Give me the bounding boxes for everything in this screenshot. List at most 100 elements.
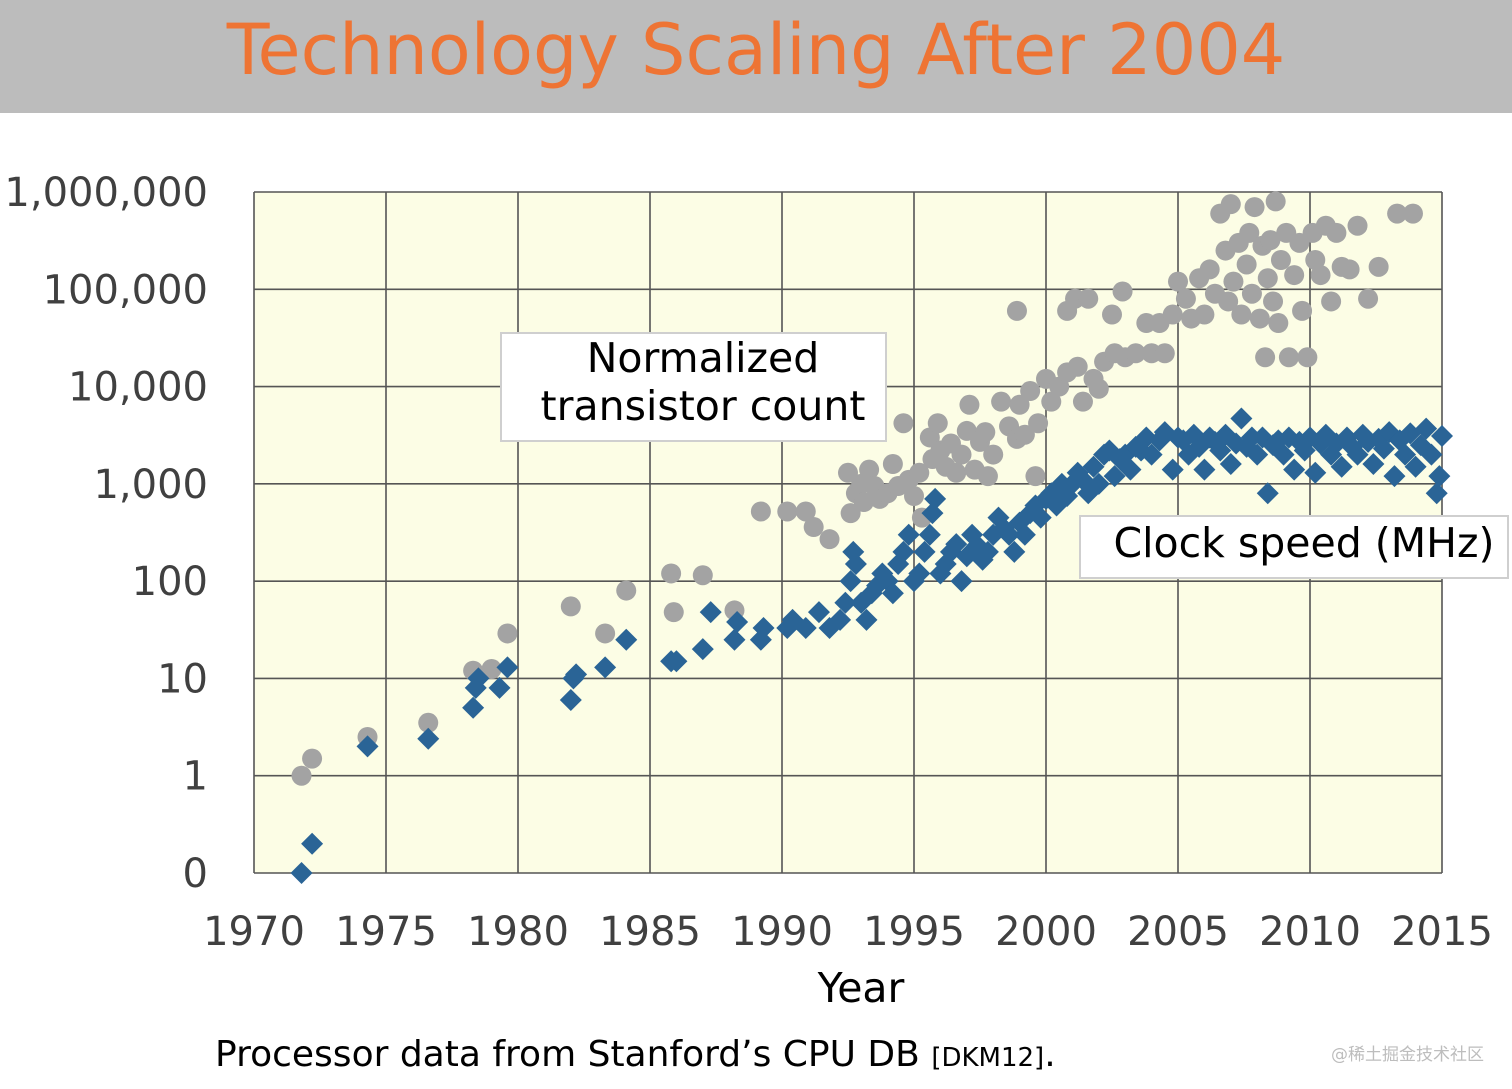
transistor-point — [1321, 291, 1342, 312]
clock-point — [1272, 443, 1295, 466]
clock-point — [1362, 452, 1385, 475]
transistor-point — [1102, 304, 1122, 325]
clock-point — [794, 616, 817, 639]
transistor-point — [663, 602, 684, 623]
transistor-point — [893, 413, 914, 434]
clock-point — [924, 487, 947, 510]
transistor-point — [946, 462, 967, 483]
transistor-point — [1402, 203, 1423, 224]
clock-legend-line1: Clock speed (MHz) — [1113, 519, 1494, 567]
clock-point — [976, 540, 999, 563]
transistor-point — [853, 492, 874, 513]
transistor-point — [418, 712, 439, 733]
clock-point — [726, 611, 749, 634]
clock-point — [881, 582, 904, 605]
clock-point — [921, 502, 944, 525]
transistor-point — [975, 422, 996, 443]
transistor-point — [1199, 259, 1220, 280]
caption-citation: [DKM12] — [931, 1043, 1045, 1073]
clock-point — [1161, 458, 1184, 481]
clock-point — [594, 656, 617, 679]
clock-point — [356, 735, 379, 758]
transistor-point — [1244, 197, 1265, 218]
transistor-point — [1263, 291, 1284, 312]
clock-point — [488, 676, 511, 699]
transistor-point — [1154, 343, 1175, 364]
x-tick-label: 1970 — [203, 909, 305, 955]
transistor-point — [927, 413, 948, 434]
clock-point — [1431, 425, 1453, 448]
transistor-point — [1014, 424, 1035, 445]
transistor-point — [1088, 378, 1109, 399]
transistor-legend-line1: Normalized — [587, 334, 820, 382]
transistor-point — [951, 444, 972, 465]
clock-point — [290, 862, 313, 884]
x-tick-label: 2005 — [1127, 909, 1229, 955]
transistor-point — [1305, 249, 1326, 270]
transistor-point — [1025, 466, 1046, 487]
transistor-point — [1292, 300, 1313, 321]
transistor-point — [1168, 271, 1188, 292]
transistor-point — [1067, 356, 1088, 377]
clock-point — [945, 533, 968, 556]
transistor-point — [1270, 249, 1291, 270]
transistor-legend-line2: transistor count — [541, 382, 866, 430]
clock-point — [1404, 455, 1427, 478]
clock-point — [950, 570, 973, 593]
clock-point — [1399, 422, 1422, 445]
transistor-point — [819, 529, 840, 550]
clock-point — [892, 540, 915, 563]
transistor-point — [1223, 271, 1244, 292]
clock-point — [908, 562, 931, 585]
clock-point — [1256, 482, 1279, 505]
clock-point — [1103, 465, 1126, 488]
clock-point — [1003, 540, 1026, 563]
clock-point — [1304, 461, 1327, 484]
transistor-point — [983, 444, 1004, 465]
transistor-point — [1078, 288, 1099, 309]
clock-point — [699, 601, 722, 624]
caption-period: . — [1044, 1034, 1056, 1075]
clock-point — [1330, 455, 1353, 478]
clock-point — [301, 832, 324, 855]
y-tick-label: 1 — [183, 754, 208, 800]
transistor-point — [859, 459, 880, 480]
x-tick-label: 2015 — [1391, 909, 1493, 955]
transistor-point — [1006, 300, 1027, 321]
transistor-point — [904, 486, 924, 507]
title-bar — [0, 0, 1512, 113]
transistor-point — [840, 503, 861, 524]
y-tick-label: 10 — [157, 656, 208, 702]
transistor-point — [302, 748, 323, 769]
transistor-point — [616, 580, 637, 601]
x-tick-label: 1985 — [599, 909, 701, 955]
transistor-point — [1241, 283, 1262, 304]
transistor-point — [1231, 304, 1252, 325]
clock-point — [1119, 458, 1142, 481]
transistor-point — [481, 659, 502, 680]
y-axis-tick-labels: 0 1 10 100 1,000 10,000 100,000 1,000,000 — [4, 170, 208, 897]
transistor-point — [838, 462, 858, 483]
clock-point — [467, 667, 490, 690]
transistor-point — [692, 565, 713, 586]
clock-point — [1428, 465, 1451, 488]
transistor-point — [959, 394, 980, 415]
transistor-point — [1112, 281, 1133, 302]
y-tick-label: 1,000 — [93, 462, 208, 508]
transistor-point — [803, 517, 824, 538]
clock-point — [1193, 458, 1216, 481]
x-tick-label: 2000 — [995, 909, 1097, 955]
transistor-point — [1220, 194, 1241, 215]
clock-point — [1372, 437, 1395, 460]
clock-point — [723, 628, 746, 651]
transistor-count-series — [291, 191, 1423, 786]
clock-point — [615, 628, 638, 651]
clock-point — [829, 608, 852, 631]
transistor-point — [1310, 265, 1331, 286]
transistor-point — [1218, 291, 1239, 312]
x-tick-label: 2010 — [1259, 909, 1361, 955]
clock-point — [855, 608, 878, 631]
transistor-point — [1009, 394, 1030, 415]
clock-point — [1346, 443, 1369, 466]
transistor-point — [1284, 265, 1305, 286]
